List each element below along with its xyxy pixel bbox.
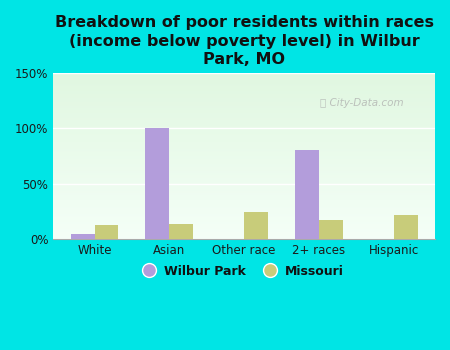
- Bar: [394, 215, 418, 239]
- Legend: Wilbur Park, Missouri: Wilbur Park, Missouri: [140, 260, 349, 283]
- Bar: [295, 150, 319, 239]
- Bar: [169, 224, 193, 239]
- Bar: [145, 128, 169, 239]
- Bar: [94, 225, 118, 239]
- Title: Breakdown of poor residents within races
(income below poverty level) in Wilbur
: Breakdown of poor residents within races…: [54, 15, 434, 67]
- Bar: [71, 234, 94, 239]
- Bar: [244, 212, 268, 239]
- Text: ⓘ City-Data.com: ⓘ City-Data.com: [320, 98, 404, 107]
- Bar: [319, 220, 343, 239]
